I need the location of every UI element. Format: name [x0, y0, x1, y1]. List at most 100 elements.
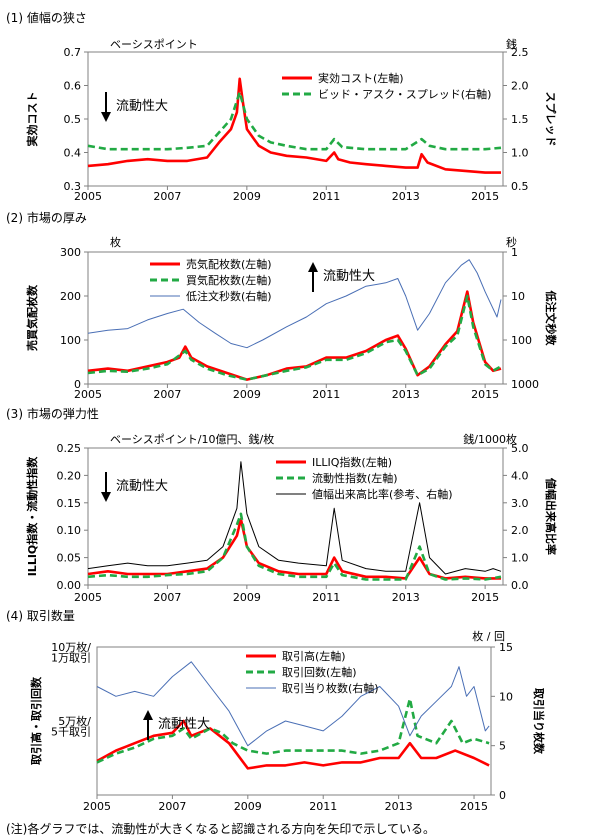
series-line-3 — [96, 661, 490, 747]
legend-label: 実効コスト(左軸) — [318, 71, 404, 85]
liquidity-annotation: 流動性大 — [116, 479, 168, 494]
liquidity-arrowhead — [101, 492, 111, 502]
liquidity-arrowhead — [101, 112, 111, 122]
y-tick-label: 100 — [60, 334, 81, 347]
x-tick-label: 2015 — [471, 190, 499, 203]
y2-tick-label: 1 — [511, 246, 518, 259]
y2-tick-label: 0.5 — [511, 180, 529, 193]
liquidity-annotation: 流動性大 — [158, 717, 210, 732]
y-tick-label: 0.7 — [64, 46, 82, 59]
x-tick-label: 2007 — [153, 591, 181, 604]
y-tick-label: 0.00 — [57, 579, 82, 592]
series-line-2 — [87, 512, 502, 581]
liquidity-arrowhead — [143, 710, 153, 720]
y2-axis-title: 取引当り枚数 — [532, 688, 546, 755]
y2-tick-label: 1000 — [511, 378, 539, 391]
y2-tick-label: 10 — [511, 290, 525, 303]
left-axis-unit: ベーシスポイント — [110, 38, 198, 51]
y2-tick-label: 3.0 — [511, 497, 529, 510]
y-axis-title: 実効コスト — [25, 92, 39, 147]
x-tick-label: 2005 — [74, 388, 102, 401]
liquidity-annotation: 流動性大 — [116, 99, 168, 114]
y-tick-label: 0.5 — [64, 113, 82, 126]
chart-title: (1) 値幅の狭さ — [6, 10, 87, 25]
plot-frame — [96, 646, 492, 796]
y-tick-label: 0.20 — [57, 469, 82, 482]
series-line-1 — [96, 719, 490, 770]
left-axis-unit: 枚 — [110, 235, 121, 249]
y-tick-label: 0.25 — [57, 442, 82, 455]
y2-tick-label: 2.5 — [511, 46, 529, 59]
series-line-3 — [87, 461, 502, 575]
x-tick-label: 2009 — [233, 190, 261, 203]
plot-frame — [87, 51, 504, 187]
y-tick-label: 0.6 — [64, 80, 82, 93]
series-line-1 — [87, 77, 501, 174]
legend-label: ILLIQ指数(左軸) — [312, 455, 392, 469]
y-tick-label: 10万枚/ — [51, 640, 91, 654]
y-axis-title: 取引高・取引回数 — [29, 676, 43, 765]
series-line-2 — [87, 294, 502, 381]
x-tick-label: 2009 — [233, 591, 261, 604]
right-axis-unit: 銭 — [506, 38, 517, 51]
x-tick-label: 2009 — [234, 800, 262, 813]
y-tick-label: 200 — [60, 290, 81, 303]
y2-tick-label: 10 — [499, 690, 513, 703]
x-tick-label: 2007 — [153, 388, 181, 401]
y2-tick-label: 0.0 — [511, 579, 529, 592]
legend-label: 流動性指数(左軸) — [312, 471, 398, 485]
legend-label: 値幅出来高比率(参考、右軸) — [312, 487, 453, 501]
legend-label: 低注文秒数(右軸) — [186, 289, 272, 303]
plot-frame — [87, 251, 504, 385]
x-tick-label: 2005 — [74, 190, 102, 203]
right-axis-unit: 枚 / 回 — [472, 629, 505, 643]
series-line-1 — [87, 517, 501, 580]
x-tick-label: 2007 — [158, 800, 186, 813]
chart-title: (3) 市場の弾力性 — [6, 406, 99, 421]
y-tick-label: 5万枚/ — [58, 714, 91, 728]
legend-label: 取引回数(左軸) — [282, 665, 357, 679]
right-axis-unit: 秒 — [506, 235, 517, 249]
y-tick-label: 0.4 — [64, 147, 82, 160]
plot-frame — [87, 447, 504, 586]
legend-label: ビッド・アスク・スプレッド(右軸) — [318, 87, 491, 101]
y-tick-label: 0.15 — [57, 497, 82, 510]
x-tick-label: 2009 — [233, 388, 261, 401]
y2-tick-label: 0 — [499, 789, 506, 802]
y-axis-title: 売買気配枚数 — [25, 284, 39, 351]
legend-label: 買気配枚数(左軸) — [186, 273, 272, 287]
y2-tick-label: 15 — [499, 641, 513, 654]
x-tick-label: 2013 — [385, 800, 413, 813]
legend-label: 売気配枚数(左軸) — [186, 257, 272, 271]
series-line-2 — [96, 697, 490, 764]
y2-axis-title: スプレッド — [544, 92, 558, 147]
x-tick-label: 2015 — [471, 388, 499, 401]
y2-tick-label: 100 — [511, 334, 532, 347]
y-tick-label: 0 — [74, 378, 81, 391]
y2-tick-label: 2.0 — [511, 524, 529, 537]
liquidity-annotation: 流動性大 — [323, 269, 375, 284]
y-tick-label: 0.3 — [64, 180, 82, 193]
figure-note: (注)各グラフでは、流動性が大きくなると認識される方向を矢印で示している。 — [6, 821, 435, 836]
x-tick-label: 2015 — [460, 800, 488, 813]
x-tick-label: 2013 — [392, 388, 420, 401]
y2-axis-title: 低注文秒数 — [544, 290, 558, 347]
legend-label: 取引当り枚数(右軸) — [282, 681, 379, 695]
liquidity-arrowhead — [308, 262, 318, 272]
y-tick-label: 1万取引 — [51, 650, 91, 664]
series-line-1 — [87, 290, 502, 381]
y2-tick-label: 1.0 — [511, 147, 529, 160]
y2-axis-title: 値幅出来高比率 — [544, 477, 558, 555]
y2-tick-label: 2.0 — [511, 80, 529, 93]
series-line-3 — [87, 259, 502, 349]
x-tick-label: 2007 — [153, 190, 181, 203]
x-tick-label: 2005 — [74, 591, 102, 604]
x-tick-label: 2011 — [312, 591, 340, 604]
y2-tick-label: 5.0 — [511, 442, 529, 455]
right-axis-unit: 銭/1000枚 — [463, 432, 517, 446]
